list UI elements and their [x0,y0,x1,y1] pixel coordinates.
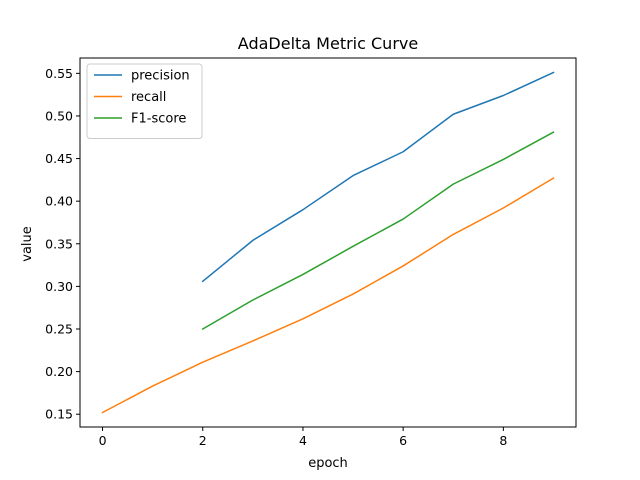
y-tick-label: 0.15 [45,407,73,422]
y-tick-label: 0.25 [45,321,73,336]
legend-label: precision [131,69,190,84]
plot-area [79,57,577,428]
y-tick-label: 0.20 [45,364,73,379]
y-tick-label: 0.55 [45,66,73,81]
legend: precision recall F1-score [86,63,203,139]
x-axis: 0 2 4 6 8 [99,427,507,448]
x-tick-label: 4 [299,433,307,448]
y-tick-label: 0.40 [45,194,73,209]
y-axis-label: value [20,226,35,262]
y-tick-label: 0.50 [45,108,73,123]
chart-title: AdaDelta Metric Curve [238,34,418,53]
series-line-recall [101,177,555,414]
y-tick-label: 0.45 [45,151,73,166]
x-axis-label: epoch [308,456,348,471]
legend-box [86,63,203,139]
y-axis: 0.15 0.20 0.25 0.30 0.35 0.40 0.45 0.50 0.55 [45,66,80,422]
x-tick-label: 6 [399,433,407,448]
x-tick-label: 2 [199,433,207,448]
axes-frame [79,57,577,428]
x-tick-label: 8 [499,433,507,448]
series-layer [101,71,555,414]
legend-label: recall [131,90,166,105]
series-line-f1-score [201,131,555,331]
series-line-precision [201,71,555,283]
legend-label: F1-score [131,112,186,127]
x-tick-label: 0 [99,433,107,448]
y-tick-label: 0.35 [45,236,73,251]
y-tick-label: 0.30 [45,279,73,294]
